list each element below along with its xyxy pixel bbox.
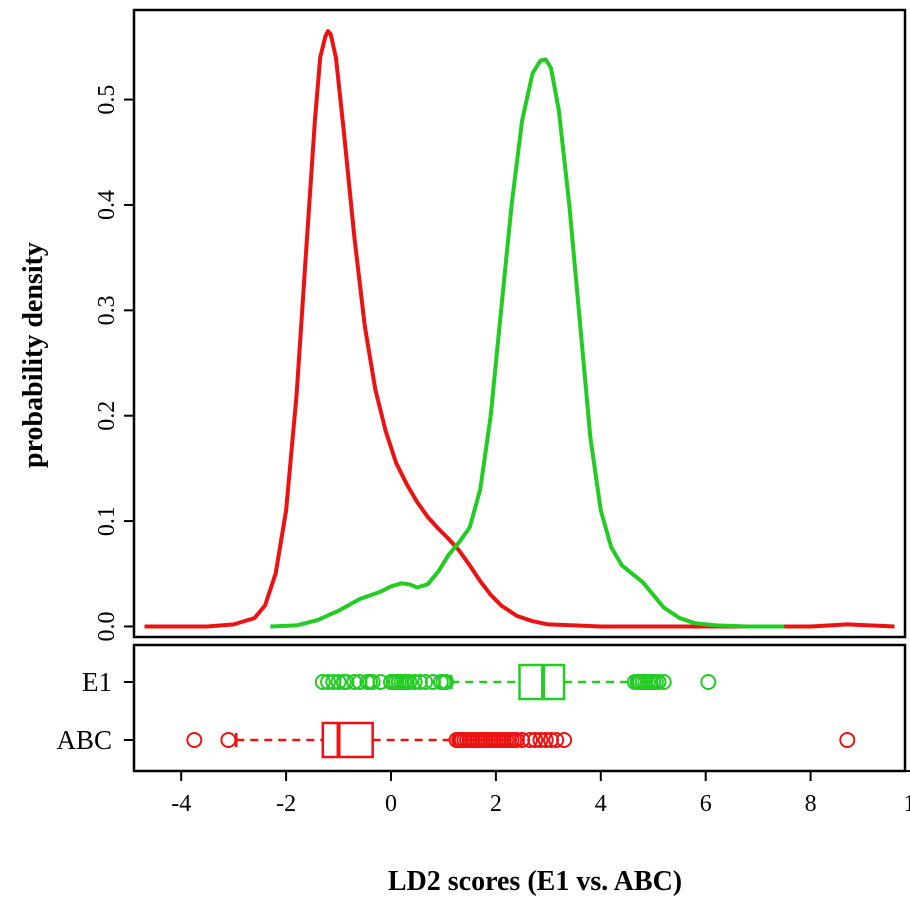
x-tick-label: -4 <box>171 791 191 817</box>
x-tick-label: 8 <box>805 791 817 817</box>
outlier-point <box>438 674 455 690</box>
x-tick-label: 10 <box>903 791 910 817</box>
density-panel: 0.0 0.1 0.2 0.3 0.4 0.5 probability density <box>18 8 907 641</box>
outlier-point <box>314 674 331 690</box>
outlier-point <box>537 732 554 748</box>
y-tick-label: 0.1 <box>94 506 120 536</box>
outlier-point <box>401 674 418 690</box>
y-tick-label: 0.2 <box>94 401 120 431</box>
outlier-point <box>417 674 434 690</box>
density-frame <box>132 8 907 639</box>
y-tick-label: 0.0 <box>94 611 120 641</box>
x-axis-title: LD2 scores (E1 vs. ABC) <box>388 866 682 897</box>
y-tick-label: 0.3 <box>94 295 120 325</box>
outlier-point <box>521 732 538 748</box>
y-axis: 0.0 0.1 0.2 0.3 0.4 0.5 <box>94 85 135 641</box>
outlier-point <box>839 732 856 748</box>
density-curves <box>144 29 895 629</box>
outlier-point <box>330 674 347 690</box>
outlier-point <box>532 732 549 748</box>
x-tick-label: 2 <box>490 791 502 817</box>
outlier-point <box>655 674 672 690</box>
y-axis-title: probability density <box>18 242 49 468</box>
outlier-point <box>320 674 337 690</box>
density-curve-2 <box>270 57 785 629</box>
outlier-point <box>556 732 573 748</box>
x-tick-label: -2 <box>276 791 296 817</box>
boxplots <box>186 663 856 759</box>
outlier-point <box>650 674 667 690</box>
outlier-point <box>220 732 237 748</box>
outlier-point <box>548 732 565 748</box>
boxplot-panel: E1 ABC <box>56 643 907 773</box>
y-tick-label: 0.4 <box>94 190 120 220</box>
x-tick-label: 4 <box>595 791 607 817</box>
group-labels: E1 ABC <box>56 667 134 755</box>
outlier-point <box>186 732 203 748</box>
x-axis: -4 -2 0 2 4 6 8 10 <box>171 770 910 817</box>
x-tick-label: 6 <box>700 791 712 817</box>
boxplot-abc <box>186 721 856 759</box>
boxplot-e1 <box>314 663 717 701</box>
group-label: ABC <box>56 725 112 755</box>
density-curve-1 <box>144 29 895 629</box>
y-tick-label: 0.5 <box>94 85 120 115</box>
outlier-point <box>364 674 381 690</box>
outlier-point <box>406 674 423 690</box>
outlier-point <box>700 674 717 690</box>
group-label: E1 <box>82 667 112 697</box>
outlier-point <box>527 732 544 748</box>
x-tick-label: 0 <box>385 791 397 817</box>
iqr-box <box>321 721 374 759</box>
